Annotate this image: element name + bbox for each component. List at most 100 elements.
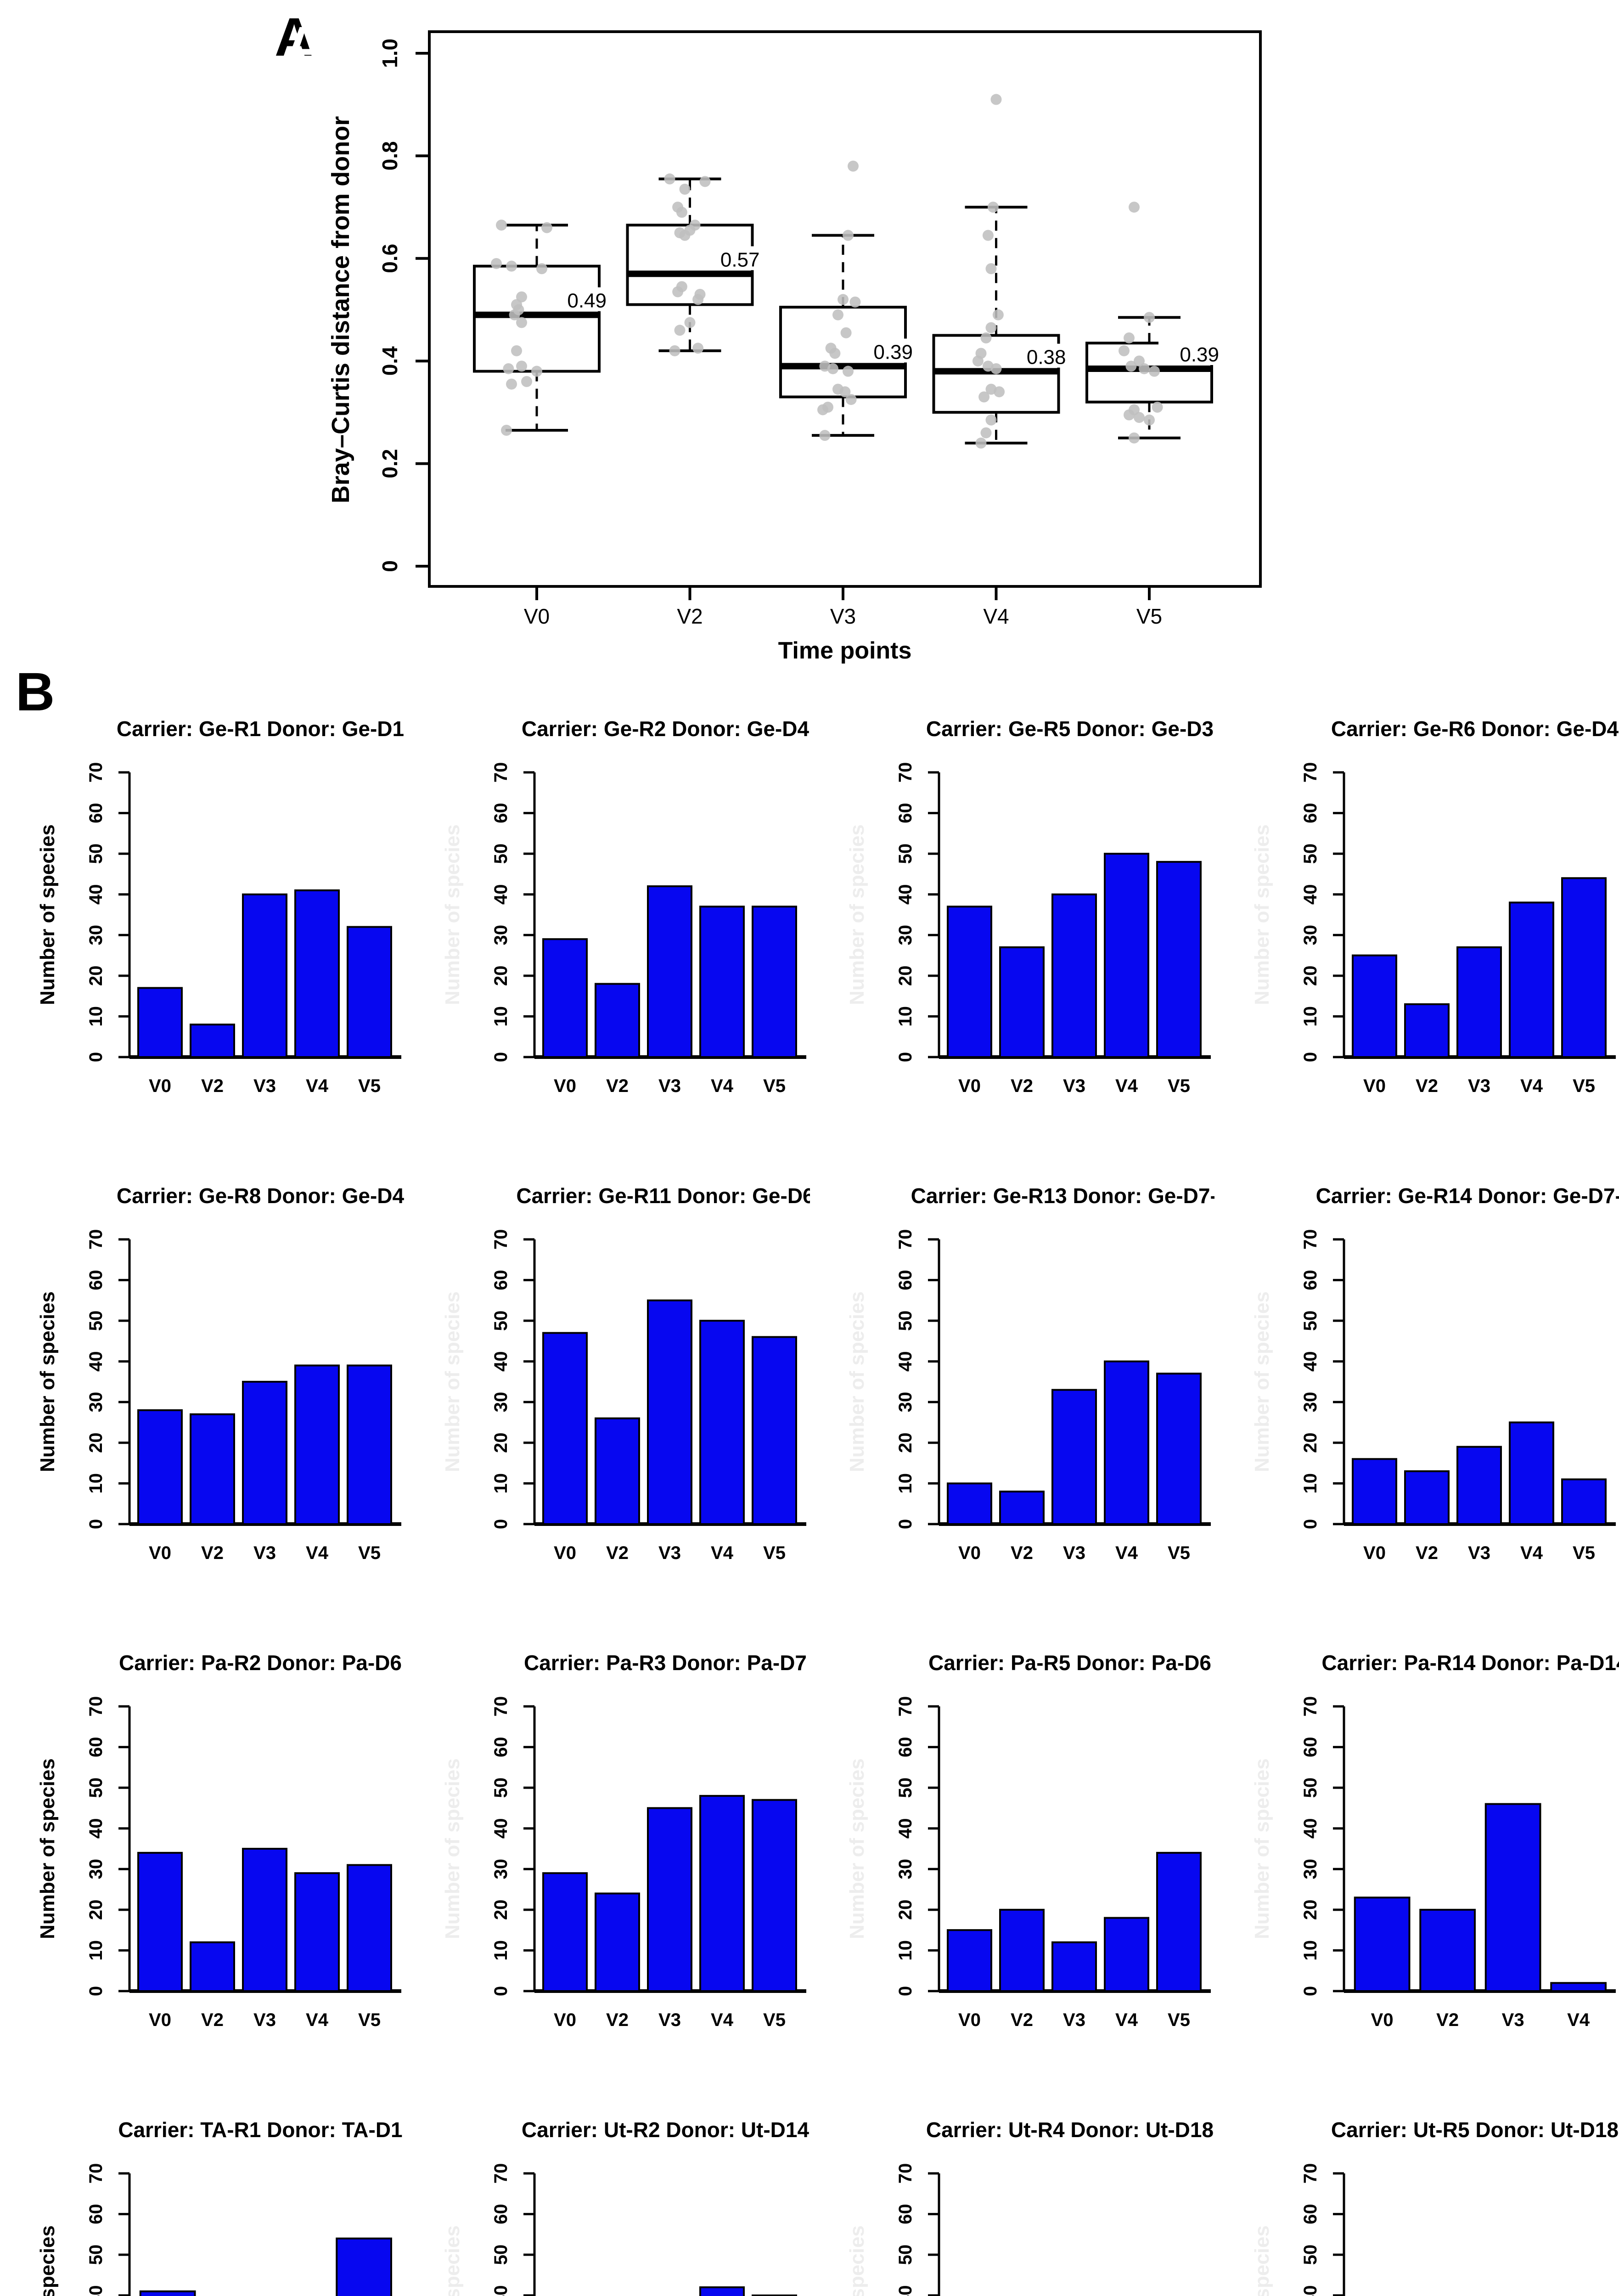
- y-axis-title: Number of species: [441, 1291, 464, 1472]
- data-point: [1134, 412, 1145, 423]
- y-tick-label: 40: [895, 884, 916, 905]
- bar-chart-b04: Carrier: Ge-R6 Donor: Ge-D4 0 10 20 30 40 50 60…: [1251, 717, 1619, 1096]
- y-tick-label: 20: [86, 966, 106, 986]
- x-axis-title: Time points: [778, 637, 912, 664]
- data-point: [972, 355, 984, 367]
- data-point: [980, 427, 992, 439]
- y-tick-label: 0.4: [378, 346, 402, 376]
- x-tick-label: V0: [1363, 1076, 1386, 1096]
- y-tick-label: 0: [1300, 1519, 1321, 1529]
- y-tick-label: 70: [1300, 2163, 1321, 2184]
- y-tick-label: 0: [491, 1052, 511, 1062]
- y-tick-label: 40: [86, 1818, 106, 1839]
- y-tick-label: 0: [86, 1986, 106, 1996]
- data-point: [1129, 202, 1140, 213]
- y-axis-title: Number of species: [1251, 1758, 1273, 1939]
- bar: [242, 1381, 287, 1525]
- data-point: [684, 317, 696, 328]
- y-tick-label: 40: [895, 1818, 916, 1839]
- y-tick-label: 50: [491, 1778, 511, 1798]
- y-tick-label: 10: [895, 1940, 916, 1961]
- median-label-bg: [546, 287, 610, 311]
- bar-chart-b13: Carrier: TA-R1 Donor: TA-D10102030405060…: [36, 2118, 403, 2296]
- x-tick-label: V5: [1136, 604, 1162, 628]
- y-tick-label: 70: [1300, 1696, 1321, 1717]
- y-tick-label: 60: [1300, 1737, 1321, 1757]
- y-tick-label: 0: [86, 1519, 106, 1529]
- y-tick-label: 70: [86, 2163, 106, 2184]
- y-axis-title: Number of species: [36, 1758, 59, 1939]
- bar: [751, 1799, 797, 1992]
- data-point: [511, 345, 522, 356]
- y-tick-label: 70: [491, 1696, 511, 1717]
- x-tick-label: V0: [1363, 1543, 1386, 1563]
- bar: [699, 1320, 745, 1525]
- x-tick-label: V5: [1573, 1076, 1595, 1096]
- y-tick-label: 30: [1300, 925, 1321, 945]
- y-tick-label: 30: [491, 925, 511, 945]
- y-tick-label: 60: [895, 1270, 916, 1290]
- y-tick-label: 60: [491, 1270, 511, 1290]
- data-point: [536, 263, 547, 275]
- bar: [1456, 946, 1502, 1058]
- data-point: [531, 366, 542, 377]
- y-tick-label: 50: [491, 1311, 511, 1331]
- bar: [751, 906, 797, 1058]
- y-tick-label: 60: [1300, 2204, 1321, 2224]
- data-point: [1149, 366, 1160, 377]
- y-tick-label: 50: [491, 2245, 511, 2265]
- y-tick-label: 40: [1300, 884, 1321, 905]
- data-point: [491, 258, 502, 269]
- data-point: [848, 160, 859, 172]
- y-axis-title: Number of species: [1251, 1291, 1273, 1472]
- bar: [1404, 1470, 1450, 1525]
- plot-frame: [428, 30, 1262, 588]
- bar: [751, 1336, 797, 1525]
- data-point: [501, 424, 512, 436]
- x-tick-label: V0: [149, 1543, 171, 1563]
- bar: [594, 1417, 640, 1525]
- panel-a-label: A: [275, 7, 314, 68]
- chart-title: Carrier: Ge-R13 Donor: Ge-D7-1: [911, 1184, 1214, 1208]
- data-point: [503, 363, 514, 374]
- x-tick-label: V0: [554, 1543, 576, 1563]
- data-point: [674, 325, 686, 336]
- x-tick-label: V3: [658, 2010, 681, 2030]
- y-tick-label: 20: [895, 966, 916, 986]
- bar-chart-b02: Carrier: Ge-R2 Donor: Ge-D4 0 10 20 30 40 50 60…: [441, 717, 810, 1096]
- y-tick-label: 70: [1300, 762, 1321, 783]
- bar-chart-b01: Carrier: Ge-R1 Donor: Ge-D1 0 10 20 30 40 50 60…: [36, 717, 404, 1096]
- bar-chart-b15: Carrier: Ut-R4 Donor: Ut-D18010203040506…: [846, 2118, 1214, 2296]
- y-tick-label: 70: [895, 762, 916, 783]
- bar-chart-b10: Carrier: Pa-R3 Donor: Pa-D7 0 10 20 30 40 50 60…: [441, 1651, 807, 2030]
- bar: [242, 893, 287, 1058]
- y-tick-label: 60: [895, 803, 916, 823]
- y-tick-label: 30: [86, 925, 106, 945]
- x-tick-label: V2: [201, 2010, 224, 2030]
- y-tick-label: 0: [1300, 1052, 1321, 1062]
- x-tick-label: V2: [201, 1543, 224, 1563]
- bar: [1419, 1908, 1476, 1992]
- y-tick-label: 0: [86, 1052, 106, 1062]
- median-value-label: 0.38: [1027, 346, 1066, 369]
- bar: [139, 2290, 196, 2296]
- x-tick-label: V5: [1168, 1543, 1190, 1563]
- x-tick-label: V0: [1371, 2010, 1393, 2030]
- data-point: [1124, 332, 1135, 343]
- y-tick-label: 30: [491, 1392, 511, 1412]
- bar: [294, 889, 340, 1058]
- data-point: [985, 414, 997, 426]
- data-point: [982, 230, 994, 241]
- y-tick-label: 50: [86, 1311, 106, 1331]
- iqr-box: [473, 264, 601, 373]
- y-tick-label: 50: [1300, 1311, 1321, 1331]
- bar: [1156, 861, 1202, 1058]
- x-tick-label: V4: [1520, 1076, 1543, 1096]
- y-tick-label: 10: [895, 1473, 916, 1494]
- x-tick-label: V5: [763, 1543, 786, 1563]
- y-tick-label: 20: [86, 1433, 106, 1453]
- y-tick-label: 60: [491, 803, 511, 823]
- bar: [1561, 877, 1607, 1058]
- data-point: [1125, 360, 1137, 372]
- x-tick-label: V0: [524, 604, 550, 628]
